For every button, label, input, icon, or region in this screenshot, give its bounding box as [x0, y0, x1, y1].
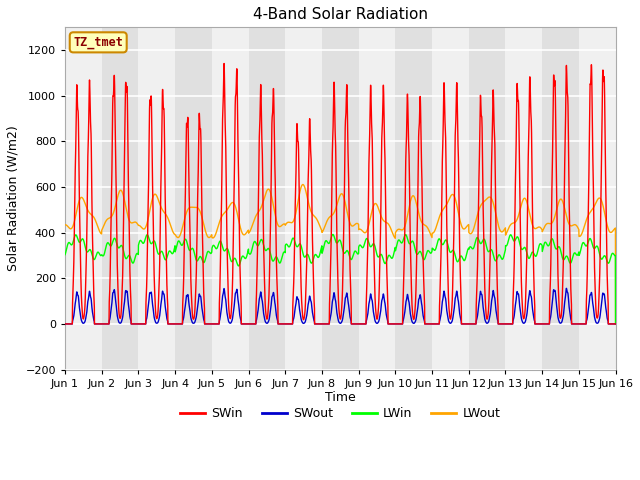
Bar	[322, 27, 358, 370]
Title: 4-Band Solar Radiation: 4-Band Solar Radiation	[253, 7, 428, 22]
Bar	[542, 27, 579, 370]
Bar	[396, 27, 432, 370]
Bar	[102, 27, 138, 370]
Bar	[579, 27, 616, 370]
Bar	[175, 27, 212, 370]
Bar	[138, 27, 175, 370]
Bar	[468, 27, 506, 370]
Legend: SWin, SWout, LWin, LWout: SWin, SWout, LWin, LWout	[175, 402, 506, 425]
Text: TZ_tmet: TZ_tmet	[74, 36, 123, 49]
Bar	[248, 27, 285, 370]
Y-axis label: Solar Radiation (W/m2): Solar Radiation (W/m2)	[7, 126, 20, 271]
Bar	[212, 27, 248, 370]
Bar	[506, 27, 542, 370]
Bar	[432, 27, 468, 370]
X-axis label: Time: Time	[325, 391, 356, 404]
Bar	[65, 27, 102, 370]
Bar	[285, 27, 322, 370]
Bar	[358, 27, 396, 370]
